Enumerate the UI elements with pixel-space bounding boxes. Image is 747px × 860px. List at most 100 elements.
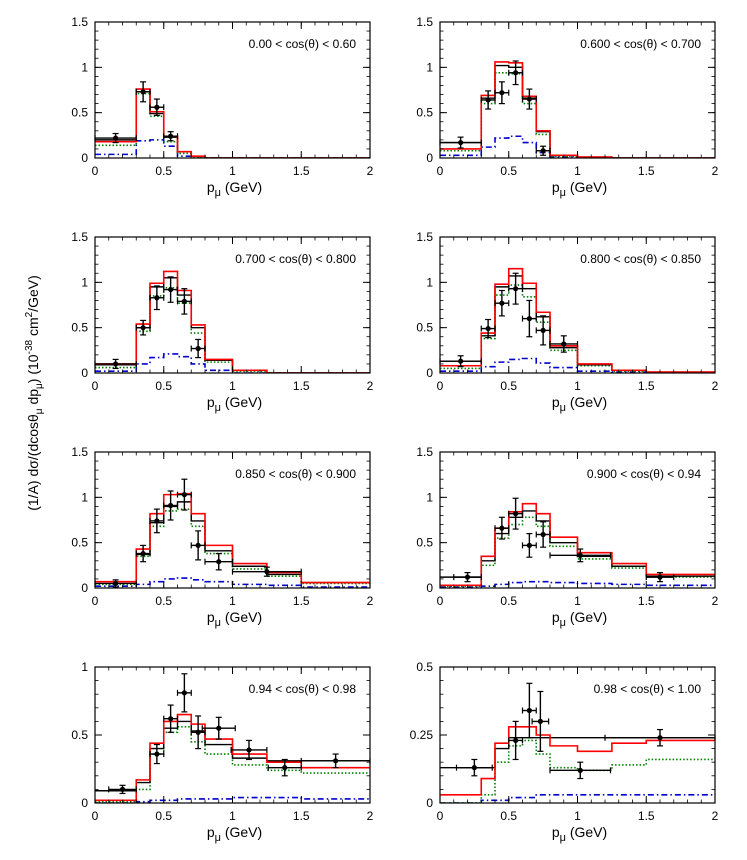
x-tick-label: 0 bbox=[92, 809, 99, 823]
x-axis-label: pμ (GeV) bbox=[207, 609, 262, 629]
y-tick-label: 0.5 bbox=[416, 536, 433, 550]
marker bbox=[537, 718, 543, 725]
marker bbox=[657, 574, 663, 580]
marker bbox=[154, 104, 160, 110]
x-tick-label: 0.5 bbox=[500, 164, 517, 178]
panel-annotation: 0.800 < cos(θ) < 0.850 bbox=[580, 252, 701, 266]
y-tick-label: 1.5 bbox=[71, 445, 88, 459]
data-point bbox=[480, 90, 496, 110]
marker bbox=[168, 286, 174, 293]
data-point bbox=[439, 136, 482, 149]
panel-annotation: 0.00 < cos(θ) < 0.60 bbox=[249, 37, 357, 51]
x-tick-label: 1 bbox=[229, 379, 236, 393]
x-tick-label: 0.5 bbox=[155, 379, 172, 393]
data-point bbox=[549, 335, 579, 353]
x-tick-label: 2 bbox=[367, 379, 374, 393]
marker bbox=[246, 747, 252, 753]
y-tick-label: 1.5 bbox=[416, 230, 433, 244]
marker bbox=[181, 492, 187, 498]
x-tick-label: 0 bbox=[437, 164, 444, 178]
x-tick-label: 2 bbox=[712, 379, 719, 393]
data-point bbox=[163, 276, 179, 303]
x-tick-label: 2 bbox=[712, 164, 719, 178]
data-point bbox=[135, 81, 151, 103]
data-point bbox=[535, 145, 551, 156]
panel-3: 0 0.5 1 1.5 2 0 0.5 1 1.5 0.700 < cos(θ) < 0.800 p… bbox=[71, 230, 373, 414]
y-tick-label: 0.5 bbox=[71, 106, 88, 120]
marker bbox=[333, 758, 339, 764]
series-green-dotted bbox=[95, 92, 370, 158]
data-point bbox=[204, 552, 234, 571]
x-tick-label: 2 bbox=[367, 164, 374, 178]
y-tick-label: 1.5 bbox=[416, 445, 433, 459]
y-tick-label: 0.5 bbox=[71, 728, 88, 742]
data-point bbox=[521, 532, 537, 558]
series-blue-dashdot bbox=[95, 796, 370, 803]
y-tick-label: 1 bbox=[81, 275, 88, 289]
marker bbox=[458, 139, 464, 146]
marker bbox=[195, 729, 201, 735]
series-red-solid bbox=[440, 502, 715, 587]
data-point bbox=[535, 521, 551, 548]
series-blue-dashdot bbox=[440, 794, 715, 803]
marker bbox=[282, 765, 288, 771]
marker bbox=[181, 298, 187, 304]
marker bbox=[513, 737, 519, 744]
x-tick-label: 1 bbox=[574, 809, 581, 823]
marker bbox=[113, 361, 119, 367]
marker bbox=[464, 574, 471, 580]
data-point bbox=[163, 704, 179, 733]
y-tick-label: 0 bbox=[426, 151, 433, 165]
panel-annotation: 0.900 < cos(θ) < 0.94 bbox=[587, 467, 701, 481]
marker bbox=[526, 316, 532, 322]
x-tick-label: 0 bbox=[437, 594, 444, 608]
panel-2: 0 0.5 1 1.5 2 0 0.5 1 1.5 0.600 < cos(θ) < 0.700 p… bbox=[416, 15, 718, 199]
data-point bbox=[494, 81, 510, 105]
data-point bbox=[149, 508, 165, 534]
marker bbox=[577, 552, 583, 558]
x-tick-label: 1 bbox=[574, 164, 581, 178]
marker bbox=[513, 511, 519, 517]
panel-7: 0 0.5 1 1.5 2 0 0.5 1 0.94 < cos(θ) < 0.98 pμ (Ge… bbox=[71, 660, 373, 844]
data-point bbox=[645, 571, 675, 583]
x-tick-label: 0 bbox=[437, 379, 444, 393]
marker bbox=[140, 89, 146, 95]
y-tick-label: 1 bbox=[81, 60, 88, 74]
x-tick-label: 2 bbox=[367, 594, 374, 608]
data-point bbox=[176, 478, 192, 511]
marker bbox=[216, 559, 222, 565]
histogram-group bbox=[95, 270, 370, 373]
marker bbox=[216, 725, 222, 731]
marker bbox=[195, 345, 201, 352]
y-tick-label: 0 bbox=[81, 366, 88, 380]
x-tick-label: 1 bbox=[229, 594, 236, 608]
data-point bbox=[201, 716, 236, 740]
x-tick-label: 1 bbox=[574, 379, 581, 393]
marker bbox=[526, 542, 532, 548]
x-tick-label: 0.5 bbox=[500, 379, 517, 393]
panel-annotation: 0.700 < cos(θ) < 0.800 bbox=[235, 252, 356, 266]
x-tick-label: 1.5 bbox=[638, 809, 655, 823]
x-tick-label: 0.5 bbox=[155, 594, 172, 608]
x-axis-label: pμ (GeV) bbox=[552, 179, 607, 199]
marker bbox=[140, 325, 146, 331]
series-blue-dashdot bbox=[95, 353, 370, 373]
y-tick-label: 0 bbox=[426, 581, 433, 595]
x-tick-label: 1 bbox=[574, 594, 581, 608]
y-tick-label: 1 bbox=[426, 275, 433, 289]
data-point bbox=[267, 758, 302, 777]
y-tick-label: 0.5 bbox=[71, 321, 88, 335]
marker bbox=[485, 325, 491, 332]
y-tick-label: 0.5 bbox=[416, 660, 433, 674]
x-tick-label: 0.5 bbox=[155, 809, 172, 823]
data-point bbox=[300, 753, 371, 769]
marker bbox=[154, 295, 160, 301]
data-point bbox=[190, 338, 206, 359]
marker bbox=[471, 765, 477, 771]
histogram-group bbox=[95, 88, 370, 158]
data-point bbox=[149, 98, 165, 116]
marker bbox=[113, 580, 119, 587]
x-tick-label: 2 bbox=[712, 594, 719, 608]
marker bbox=[154, 751, 160, 757]
data-point bbox=[190, 715, 206, 750]
